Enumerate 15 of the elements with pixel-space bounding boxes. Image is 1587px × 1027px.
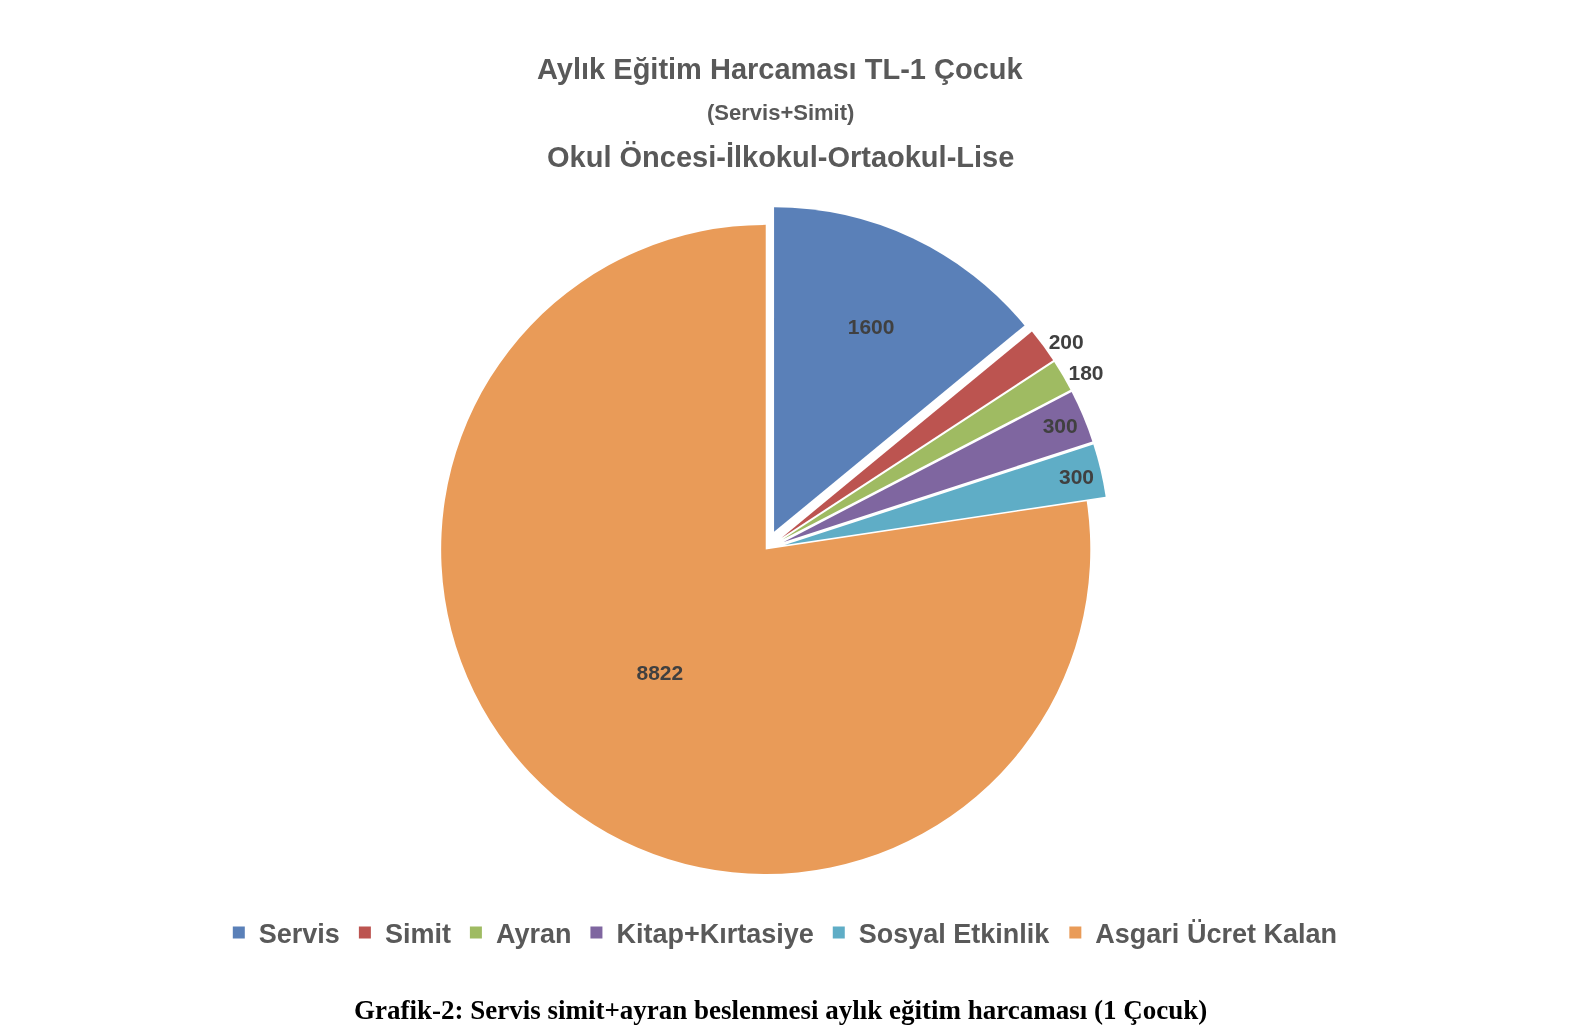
data-label: 300 [1042,414,1078,438]
legend-label: Simit [384,919,451,950]
data-label: 200 [1048,330,1084,354]
chart-subtitle: (Servis+Simit) Okul Öncesi-İlkokul-Ortaokul-Lise [547,100,1015,173]
legend-label: Kitap+Kırtasiye [616,919,814,950]
legend-label: Sosyal Etkinlik [858,919,1051,950]
legend-label: Asgari Ücret Kalan [1095,919,1337,950]
chart-title: Aylık Eğitim Harcaması TL-1 Çocuk [537,53,1024,85]
legend-label: Ayran [495,919,572,950]
data-label: 180 [1068,361,1104,385]
data-label: 1600 [847,314,895,338]
data-label: 300 [1058,464,1095,488]
data-label: 8822 [636,660,684,684]
legend-label: Servis [258,919,340,950]
text: Grafik-2: Servis simit+ayran beslenmesi aylık eğitim harcaması (1 Çocuk) [354,995,1208,1025]
